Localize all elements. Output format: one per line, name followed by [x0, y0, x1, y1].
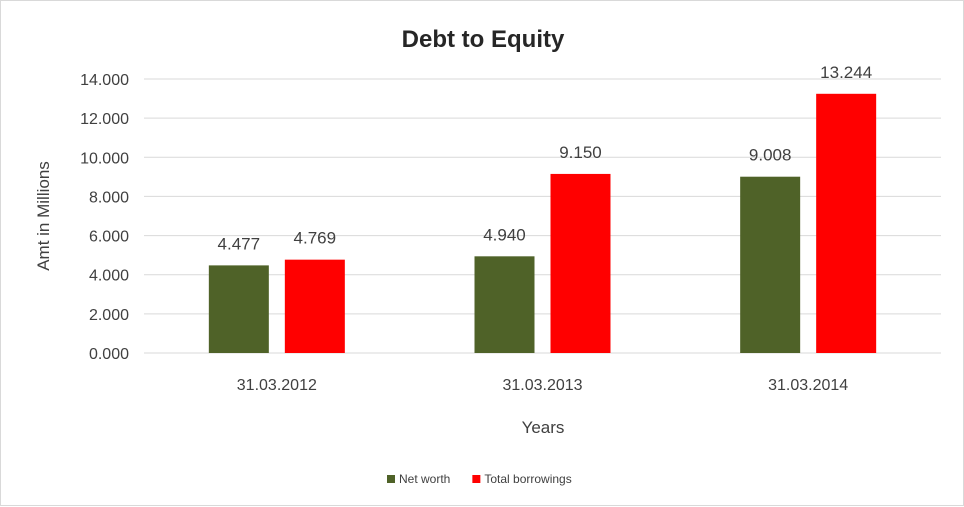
data-label: 4.477: [218, 234, 261, 253]
x-axis-ticks: 31.03.2012 31.03.2013 31.03.2014: [237, 377, 849, 394]
bar: [740, 176, 801, 353]
x-tick-label: 31.03.2012: [237, 377, 317, 394]
bar: [474, 256, 535, 353]
bar: [816, 93, 877, 354]
x-tick-label: 31.03.2014: [768, 377, 848, 394]
gridlines: [144, 78, 941, 354]
y-axis-ticks: 0.000 2.000 4.000 6.000 8.000 10.000 12.000 14.…: [80, 72, 129, 363]
data-label: 9.008: [749, 146, 792, 165]
y-tick-label: 8.000: [89, 189, 129, 206]
bar: [550, 173, 611, 353]
y-tick-label: 6.000: [89, 229, 129, 246]
data-label: 4.940: [483, 225, 526, 244]
data-label: 4.769: [294, 229, 337, 248]
y-tick-label: 12.000: [80, 111, 129, 128]
data-labels: 4.477 4.769 4.940 9.150 9.008 13.244: [218, 63, 873, 254]
x-tick-label: 31.03.2013: [502, 377, 582, 394]
data-label: 13.244: [820, 63, 872, 82]
y-axis-label: Amt in Millions: [34, 161, 53, 271]
y-tick-label: 0.000: [89, 346, 129, 363]
legend: Net worth Total borrowings: [387, 472, 572, 486]
legend-entry: Net worth: [399, 472, 450, 486]
y-tick-label: 4.000: [89, 268, 129, 285]
y-tick-label: 2.000: [89, 307, 129, 324]
bar: [284, 259, 345, 353]
y-tick-label: 14.000: [80, 72, 129, 89]
legend-swatch: [472, 475, 481, 483]
legend-swatch: [387, 475, 395, 483]
x-axis-label: Years: [522, 418, 565, 437]
bar: [208, 265, 269, 353]
legend-entry: Total borrowings: [484, 472, 571, 486]
y-tick-label: 10.000: [80, 150, 129, 167]
chart-title: Debt to Equity: [402, 26, 565, 53]
data-label: 9.150: [559, 143, 602, 162]
bars: [208, 93, 877, 354]
